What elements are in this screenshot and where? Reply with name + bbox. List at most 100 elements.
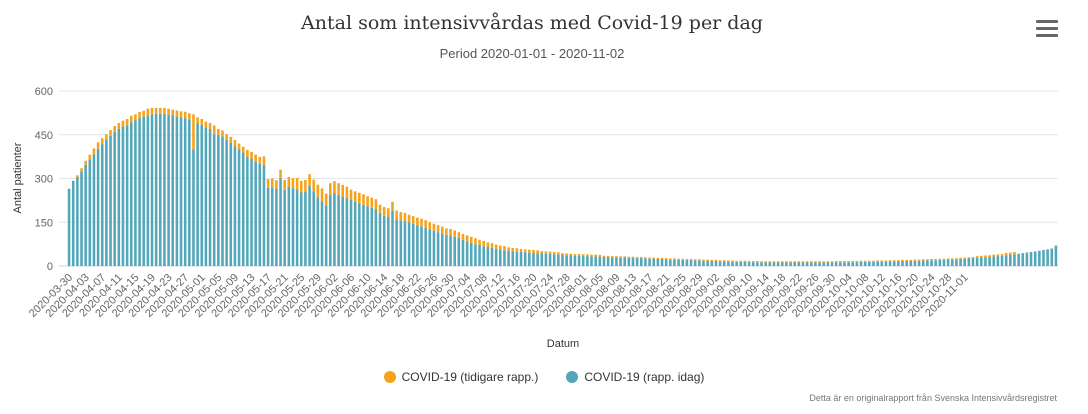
bar-earlier[interactable] — [312, 179, 315, 192]
bar-today[interactable] — [395, 219, 398, 266]
bar-earlier[interactable] — [403, 212, 407, 222]
bar-earlier[interactable] — [532, 249, 535, 253]
bar-earlier[interactable] — [391, 201, 394, 211]
bar-earlier[interactable] — [109, 130, 112, 136]
bar-earlier[interactable] — [440, 226, 444, 234]
bar-earlier[interactable] — [751, 261, 755, 263]
bar-today[interactable] — [1021, 253, 1025, 266]
bar-earlier[interactable] — [892, 260, 896, 262]
bar-today[interactable] — [598, 256, 602, 266]
bar-earlier[interactable] — [270, 178, 274, 188]
bar-today[interactable] — [449, 235, 452, 267]
bar-earlier[interactable] — [316, 184, 320, 198]
bar-earlier[interactable] — [212, 125, 216, 135]
bar-earlier[interactable] — [735, 260, 738, 262]
bar-earlier[interactable] — [150, 107, 154, 115]
bar-today[interactable] — [519, 252, 523, 266]
bar-earlier[interactable] — [718, 260, 722, 262]
bar-earlier[interactable] — [544, 251, 548, 254]
bar-earlier[interactable] — [859, 260, 863, 262]
bar-earlier[interactable] — [884, 260, 888, 262]
bar-today[interactable] — [453, 236, 456, 266]
bar-earlier[interactable] — [780, 261, 784, 263]
bar-today[interactable] — [474, 244, 477, 267]
bar-today[interactable] — [810, 262, 813, 267]
bar-today[interactable] — [183, 118, 187, 267]
bar-today[interactable] — [698, 260, 701, 266]
bar-earlier[interactable] — [677, 258, 680, 260]
bar-today[interactable] — [499, 249, 502, 266]
bar-today[interactable] — [536, 253, 539, 266]
bar-earlier[interactable] — [250, 151, 253, 159]
bar-earlier[interactable] — [992, 254, 996, 257]
bar-today[interactable] — [876, 261, 879, 267]
bar-earlier[interactable] — [100, 138, 104, 145]
bar-earlier[interactable] — [192, 114, 195, 150]
bar-today[interactable] — [192, 149, 195, 266]
bar-today[interactable] — [399, 220, 403, 266]
bar-earlier[interactable] — [146, 108, 150, 116]
bar-today[interactable] — [1000, 255, 1004, 266]
bar-earlier[interactable] — [1004, 252, 1008, 256]
bar-today[interactable] — [930, 260, 933, 266]
bar-today[interactable] — [980, 257, 983, 266]
bar-earlier[interactable] — [855, 261, 859, 263]
bar-earlier[interactable] — [341, 184, 345, 197]
bar-earlier[interactable] — [80, 168, 83, 172]
bar-earlier[interactable] — [917, 259, 921, 261]
bar-today[interactable] — [279, 178, 282, 267]
bar-earlier[interactable] — [254, 154, 257, 162]
bar-today[interactable] — [341, 196, 345, 266]
bar-earlier[interactable] — [349, 189, 353, 201]
bar-today[interactable] — [349, 200, 353, 266]
bar-earlier[interactable] — [913, 259, 917, 261]
bar-today[interactable] — [316, 197, 320, 266]
bar-today[interactable] — [217, 134, 220, 266]
bar-earlier[interactable] — [279, 169, 282, 179]
bar-today[interactable] — [262, 165, 266, 266]
bar-earlier[interactable] — [482, 240, 485, 247]
bar-earlier[interactable] — [536, 250, 539, 254]
bar-earlier[interactable] — [909, 259, 913, 262]
bar-today[interactable] — [287, 186, 291, 266]
bar-today[interactable] — [482, 246, 485, 266]
bar-earlier[interactable] — [358, 192, 361, 204]
bar-earlier[interactable] — [847, 261, 850, 263]
bar-earlier[interactable] — [640, 256, 643, 259]
bar-today[interactable] — [888, 261, 892, 266]
bar-earlier[interactable] — [664, 258, 668, 260]
bar-today[interactable] — [606, 256, 610, 266]
bar-earlier[interactable] — [407, 214, 411, 223]
bar-today[interactable] — [718, 261, 722, 266]
bar-earlier[interactable] — [660, 257, 664, 259]
bar-today[interactable] — [1054, 245, 1058, 266]
bar-today[interactable] — [76, 177, 79, 266]
bar-today[interactable] — [163, 113, 166, 266]
bar-earlier[interactable] — [669, 258, 672, 260]
bar-earlier[interactable] — [851, 261, 855, 263]
bar-earlier[interactable] — [552, 252, 556, 255]
bar-today[interactable] — [590, 256, 593, 267]
bar-earlier[interactable] — [702, 259, 705, 261]
bar-today[interactable] — [511, 251, 515, 266]
bar-earlier[interactable] — [515, 248, 519, 252]
bar-today[interactable] — [847, 262, 850, 266]
bar-today[interactable] — [739, 261, 743, 266]
bar-today[interactable] — [731, 261, 734, 267]
bar-earlier[interactable] — [988, 255, 991, 257]
bar-today[interactable] — [196, 123, 199, 266]
bar-today[interactable] — [92, 154, 96, 266]
bar-today[interactable] — [105, 140, 108, 266]
bar-today[interactable] — [1025, 252, 1029, 266]
bar-today[interactable] — [134, 120, 137, 266]
bar-earlier[interactable] — [548, 251, 552, 255]
bar-earlier[interactable] — [246, 149, 249, 157]
bar-earlier[interactable] — [345, 186, 349, 199]
bar-today[interactable] — [1013, 254, 1016, 266]
bar-today[interactable] — [358, 203, 361, 266]
bar-earlier[interactable] — [366, 196, 369, 207]
bar-today[interactable] — [905, 261, 908, 266]
bar-today[interactable] — [975, 257, 979, 266]
bar-earlier[interactable] — [731, 260, 734, 262]
bar-today[interactable] — [523, 252, 527, 266]
